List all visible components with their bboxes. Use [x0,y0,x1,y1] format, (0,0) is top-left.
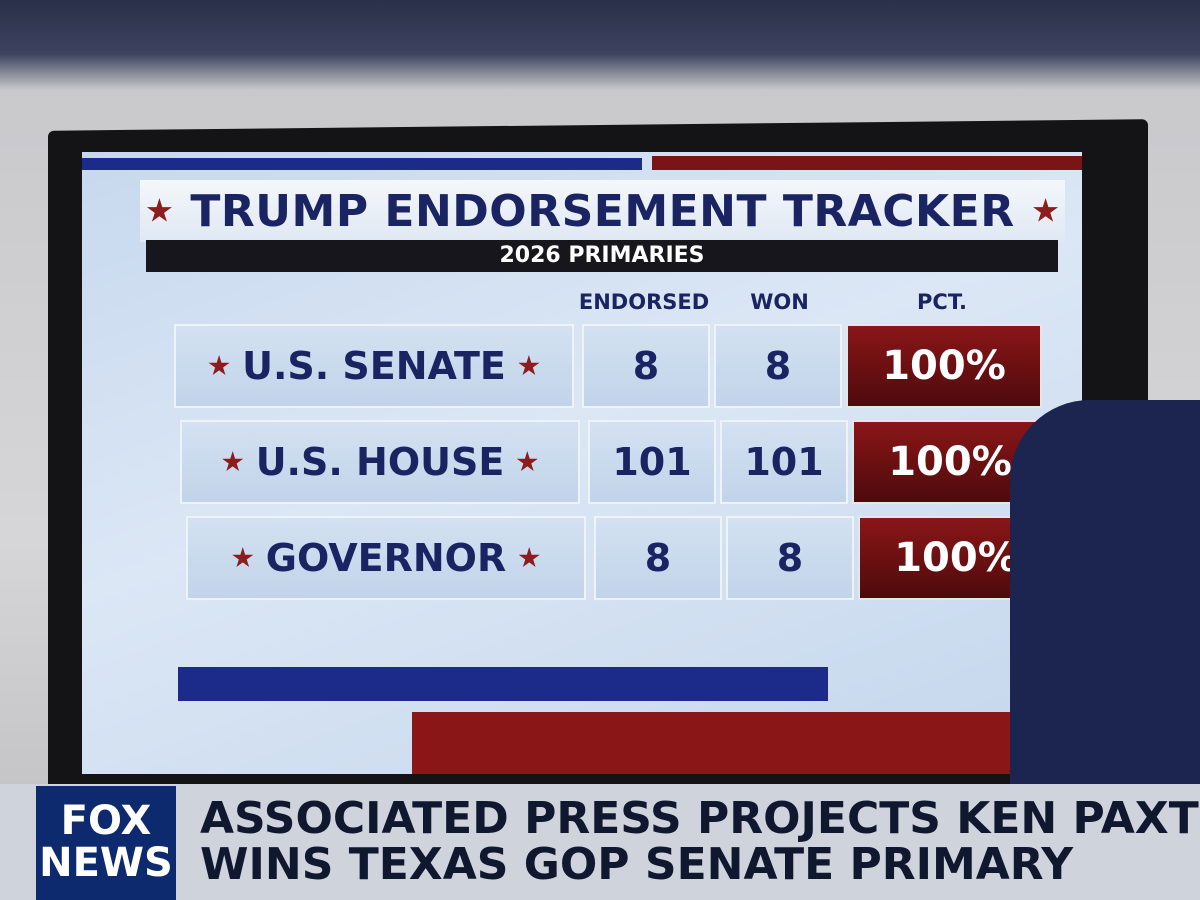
table-row: U.S. SENATE 8 8 100% [174,320,1054,412]
cell-value: 100% [882,343,1006,389]
star [518,355,540,376]
table-cell: 8 [594,516,722,600]
row-label: U.S. SENATE [242,344,506,388]
cell-value: 100% [888,439,1012,485]
star [1033,198,1059,222]
headline-line: WINS TEXAS GOP SENATE PRIMARY [200,839,1074,890]
headline-line: ASSOCIATED PRESS PROJECTS KEN PAXTON [200,796,1200,844]
table-row: GOVERNOR 8 8 100% [186,512,1066,604]
table-cell: 101 [720,420,848,504]
accent-bar [82,158,642,170]
row-label: U.S. HOUSE [255,440,505,484]
column-header: WON [750,290,809,314]
cell-value: 8 [632,344,660,388]
cell-value: 8 [764,344,792,388]
logo: FOX NEWS [36,786,176,900]
table-cell: U.S. HOUSE [180,420,580,504]
logo-text: NEWS [39,840,173,886]
star [232,547,254,568]
star [222,451,244,472]
table-cell: 8 [582,324,710,408]
column-header: PCT. [917,290,967,314]
cell-value: 101 [744,440,824,484]
star [208,355,230,376]
ticker [0,784,1200,900]
column-header: ENDORSED [578,290,710,314]
star [518,547,540,568]
accent-bar [412,712,1082,774]
title-box: TRUMP ENDORSEMENT TRACKER [140,180,1065,242]
accent-bar [652,156,1082,170]
subtitle: 2026 PRIMARIES [146,240,1058,272]
table-cell: 8 [726,516,854,600]
star [146,198,172,222]
cell-value: 101 [612,440,692,484]
title: TRUMP ENDORSEMENT TRACKER [190,185,1015,237]
table-cell: GOVERNOR [186,516,586,600]
table-cell: 8 [714,324,842,408]
cell-value: 100% [894,535,1018,581]
headline: ASSOCIATED PRESS PROJECTS KEN PAXTON WIN… [200,796,1200,900]
row-label: GOVERNOR [265,536,507,580]
logo-text: FOX [60,798,152,844]
table-row: U.S. HOUSE 101 101 100% [180,416,1060,508]
star [516,451,538,472]
table-cell: 100% [846,324,1042,408]
cell-value: 8 [644,536,672,580]
cell-value: 8 [776,536,804,580]
table-cell: 101 [588,420,716,504]
tv-screen: TRUMP ENDORSEMENT TRACKER 2026 PRIMARIES… [82,152,1082,774]
table-cell: U.S. SENATE [174,324,574,408]
accent-bar [178,667,828,701]
